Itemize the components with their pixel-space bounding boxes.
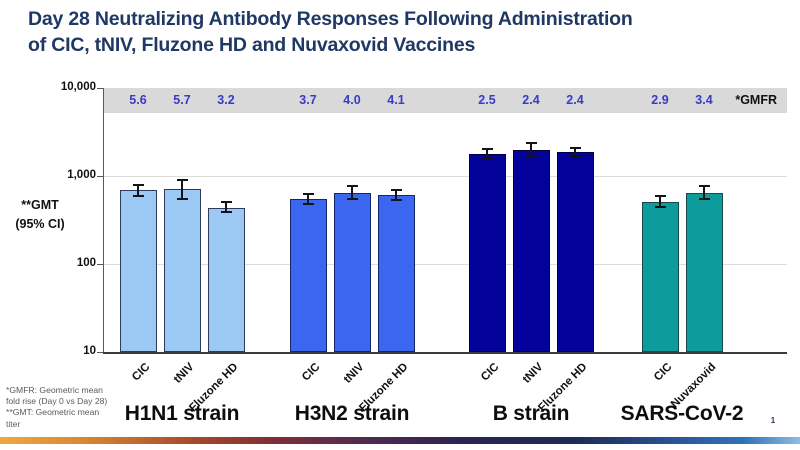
footnotes: *GMFR: Geometric mean fold rise (Day 0 v… <box>6 385 110 430</box>
bar-SARS-CoV-2-Nuvaxovid <box>685 192 723 352</box>
y-axis-tick <box>97 352 103 353</box>
y-axis-title-line1: **GMT <box>21 198 59 212</box>
error-bar-cap-bottom <box>346 197 358 200</box>
gmfr-value: 4.1 <box>387 93 405 107</box>
y-axis-line <box>103 88 104 352</box>
error-bar <box>703 185 705 199</box>
gmfr-value: 2.5 <box>478 93 496 107</box>
gmfr-value: 5.6 <box>129 93 147 107</box>
page-number: 1 <box>770 416 776 425</box>
y-gridline <box>104 264 787 265</box>
gmfr-value: 3.4 <box>695 93 713 107</box>
gmfr-header-label: *GMFR <box>735 93 777 107</box>
group-label: H1N1 strain <box>124 402 240 425</box>
y-axis-tick <box>97 88 103 89</box>
footnote-gmt: **GMT: Geometric mean titer <box>6 407 100 429</box>
error-bar-cap-bottom <box>132 194 144 197</box>
gmfr-band: *GMFR <box>103 88 787 113</box>
error-bar-cap-top <box>525 141 537 144</box>
error-bar-cap-top <box>346 184 358 187</box>
group-label: SARS-CoV-2 <box>620 402 744 425</box>
gmfr-value: 2.4 <box>522 93 540 107</box>
error-bar <box>351 185 353 199</box>
error-bar-cap-bottom <box>698 197 710 200</box>
error-bar-cap-bottom <box>220 211 232 214</box>
x-axis-baseline <box>103 352 787 354</box>
bar-H1N1-Fluzone HD <box>207 208 245 352</box>
gmfr-value: 3.2 <box>217 93 235 107</box>
y-axis-tick <box>97 264 103 265</box>
y-axis-title: **GMT (95% CI) <box>0 196 80 234</box>
error-bar-cap-bottom <box>302 202 314 205</box>
error-bar <box>395 189 397 201</box>
error-bar-cap-top <box>481 147 493 150</box>
error-bar-cap-bottom <box>654 206 666 209</box>
bar-H3N2-Fluzone HD <box>377 194 415 352</box>
error-bar-cap-top <box>176 179 188 182</box>
error-bar-cap-top <box>698 184 710 187</box>
error-bar <box>225 202 227 213</box>
group-label: B strain <box>492 402 570 425</box>
gmfr-value: 4.0 <box>343 93 361 107</box>
bar-B-CIC <box>468 153 506 352</box>
error-bar-cap-bottom <box>569 154 581 157</box>
gmfr-value: 2.9 <box>651 93 669 107</box>
y-tick-label: 10,000 <box>60 81 96 93</box>
error-bar <box>659 196 661 208</box>
slide-title: Day 28 Neutralizing Antibody Responses F… <box>28 7 788 58</box>
accent-gradient-bar <box>0 437 800 444</box>
error-bar-cap-top <box>569 147 581 150</box>
y-tick-label: 1,000 <box>67 169 96 181</box>
error-bar-cap-bottom <box>176 198 188 201</box>
error-bar <box>137 185 139 196</box>
gmfr-value: 5.7 <box>173 93 191 107</box>
y-gridline <box>104 176 787 177</box>
gmfr-value: 3.7 <box>299 93 317 107</box>
error-bar-cap-top <box>302 192 314 195</box>
y-axis-tick <box>97 176 103 177</box>
group-label: H3N2 strain <box>294 402 410 425</box>
error-bar <box>307 193 309 204</box>
bar-B-Fluzone HD <box>556 152 594 352</box>
error-bar-cap-top <box>220 201 232 204</box>
y-tick-label: 10 <box>83 345 96 357</box>
error-bar-cap-bottom <box>525 154 537 157</box>
error-bar <box>486 148 488 159</box>
error-bar <box>530 142 532 156</box>
error-bar-cap-top <box>132 184 144 186</box>
bar-H3N2-tNIV <box>333 192 371 352</box>
bar-B-tNIV <box>512 149 550 352</box>
slide-title-line2: of CIC, tNIV, Fluzone HD and Nuvaxovid V… <box>28 33 476 56</box>
bar-H3N2-CIC <box>289 198 327 352</box>
bar-H1N1-CIC <box>119 189 157 352</box>
slide-title-line1: Day 28 Neutralizing Antibody Responses F… <box>28 8 633 30</box>
y-tick-label: 100 <box>76 257 96 269</box>
error-bar-cap-bottom <box>390 199 402 202</box>
y-axis-title-line2: (95% CI) <box>15 216 65 231</box>
error-bar-cap-top <box>654 195 666 198</box>
footnote-gmfr: *GMFR: Geometric mean fold rise (Day 0 v… <box>6 385 108 407</box>
error-bar-cap-top <box>390 188 402 191</box>
error-bar <box>574 148 576 156</box>
gmfr-value: 2.4 <box>566 93 584 107</box>
error-bar <box>181 180 183 200</box>
error-bar-cap-bottom <box>481 157 493 160</box>
bar-SARS-CoV-2-CIC <box>641 202 679 352</box>
bar-H1N1-tNIV <box>163 189 201 352</box>
